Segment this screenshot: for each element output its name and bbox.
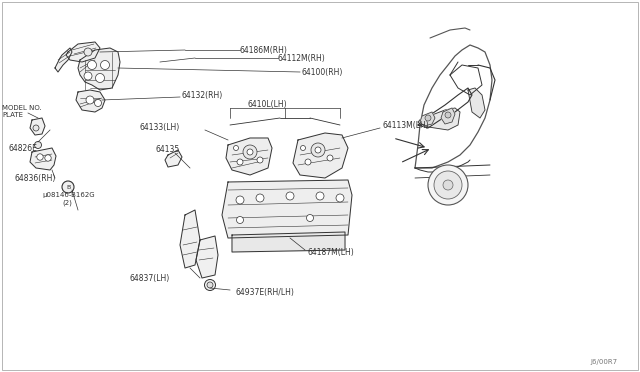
Polygon shape [76, 90, 105, 112]
Text: 64100(RH): 64100(RH) [302, 67, 344, 77]
Circle shape [37, 154, 44, 160]
Text: µ08146-B162G: µ08146-B162G [42, 192, 95, 198]
Circle shape [425, 115, 431, 121]
Polygon shape [180, 210, 200, 268]
Text: 64837(LH): 64837(LH) [130, 273, 170, 282]
Polygon shape [30, 148, 56, 170]
Circle shape [443, 180, 453, 190]
Text: 64836(RH): 64836(RH) [14, 173, 56, 183]
Circle shape [316, 192, 324, 200]
Text: 64187M(LH): 64187M(LH) [308, 247, 355, 257]
Circle shape [237, 217, 243, 224]
Circle shape [445, 112, 451, 118]
Polygon shape [55, 48, 72, 72]
Text: MODEL NO.: MODEL NO. [2, 105, 42, 111]
Text: 64135: 64135 [155, 144, 179, 154]
Circle shape [247, 149, 253, 155]
Text: 64132(RH): 64132(RH) [182, 90, 223, 99]
Circle shape [434, 171, 462, 199]
Polygon shape [441, 108, 455, 124]
Circle shape [88, 61, 97, 70]
Polygon shape [30, 118, 45, 135]
Polygon shape [196, 236, 218, 278]
Circle shape [100, 61, 109, 70]
Circle shape [301, 145, 305, 151]
Text: J6/00R7: J6/00R7 [591, 359, 618, 365]
Circle shape [327, 155, 333, 161]
Circle shape [33, 125, 39, 131]
Circle shape [84, 72, 92, 80]
Circle shape [428, 165, 468, 205]
Text: 64937E(RH/LH): 64937E(RH/LH) [235, 288, 294, 296]
Text: 64113M(LH): 64113M(LH) [383, 121, 429, 129]
Circle shape [207, 282, 213, 288]
Text: 64186M(RH): 64186M(RH) [240, 45, 288, 55]
Text: PLATE: PLATE [2, 112, 23, 118]
Polygon shape [232, 232, 345, 252]
Circle shape [45, 155, 51, 161]
Text: 6410L(LH): 6410L(LH) [248, 99, 287, 109]
Text: B: B [66, 185, 70, 189]
Polygon shape [165, 150, 182, 167]
Circle shape [315, 147, 321, 153]
Circle shape [305, 159, 311, 165]
Text: 64112M(RH): 64112M(RH) [278, 54, 326, 62]
Circle shape [237, 159, 243, 165]
Polygon shape [226, 138, 272, 175]
Text: (2): (2) [62, 200, 72, 206]
Circle shape [234, 145, 239, 151]
Polygon shape [418, 108, 460, 130]
Circle shape [205, 279, 216, 291]
Circle shape [86, 96, 94, 104]
Circle shape [257, 157, 263, 163]
Circle shape [62, 181, 74, 193]
Circle shape [336, 194, 344, 202]
Polygon shape [66, 42, 100, 62]
Circle shape [307, 215, 314, 221]
Circle shape [95, 74, 104, 83]
Circle shape [256, 194, 264, 202]
Circle shape [236, 196, 244, 204]
Text: 64826E: 64826E [8, 144, 37, 153]
Polygon shape [420, 112, 435, 126]
Circle shape [35, 141, 42, 148]
Circle shape [286, 192, 294, 200]
Polygon shape [222, 180, 352, 238]
Circle shape [84, 48, 92, 56]
Circle shape [243, 145, 257, 159]
Polygon shape [468, 88, 485, 118]
Polygon shape [78, 48, 120, 90]
Polygon shape [293, 133, 348, 178]
Circle shape [311, 143, 325, 157]
Text: 64133(LH): 64133(LH) [140, 122, 180, 131]
Circle shape [95, 99, 102, 106]
